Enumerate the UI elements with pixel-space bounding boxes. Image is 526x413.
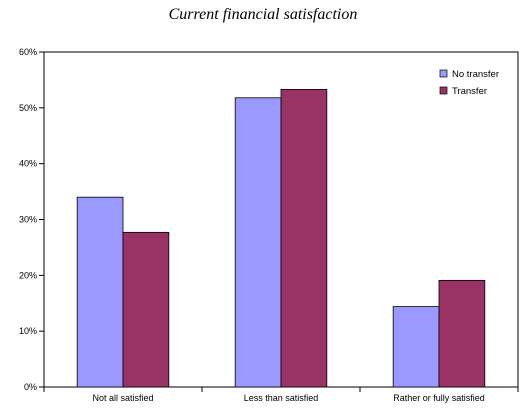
- x-tick-label: Rather or fully satisfied: [393, 393, 485, 403]
- y-tick-label: 40%: [19, 159, 37, 169]
- bar-transfer: [280, 89, 328, 388]
- bar-no-transfer: [392, 306, 440, 388]
- bars: [76, 89, 486, 388]
- y-tick-label: 50%: [19, 103, 37, 113]
- bar-no-transfer: [76, 196, 124, 388]
- legend-swatch: [439, 69, 448, 78]
- legend-label: Transfer: [452, 86, 487, 97]
- y-tick-label: 30%: [19, 215, 37, 225]
- y-tick-label: 60%: [19, 47, 37, 57]
- y-tick-label: 10%: [19, 326, 37, 336]
- x-tick-label: Not all satisfied: [92, 393, 153, 403]
- bar-no-transfer: [234, 97, 282, 388]
- y-tick-label: 0%: [24, 382, 37, 392]
- chart-title: Current financial satisfaction: [168, 6, 358, 23]
- bar-transfer: [122, 231, 170, 388]
- x-tick-label: Less than satisfied: [244, 393, 319, 403]
- legend-label: No transfer: [452, 69, 499, 80]
- legend-swatch: [439, 86, 448, 95]
- y-axis: 0% 10% 20% 30% 40% 50% 60%: [19, 47, 44, 392]
- legend: No transfer Transfer: [439, 69, 499, 97]
- x-axis: Not all satisfied Less than satisfied Rath…: [43, 387, 519, 403]
- bar-transfer: [438, 279, 486, 388]
- y-tick-label: 20%: [19, 270, 37, 280]
